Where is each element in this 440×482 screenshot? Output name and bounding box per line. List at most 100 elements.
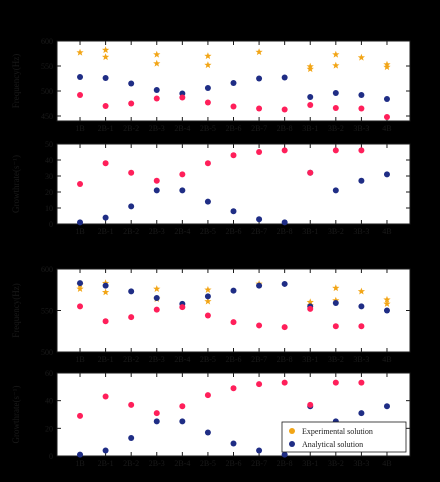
- y-tick-label: 10: [45, 204, 53, 213]
- analytical-point: [179, 418, 186, 425]
- legend-marker-analytical: [289, 441, 295, 447]
- experimental-point: [332, 50, 340, 58]
- x-tick-label: 4B: [382, 459, 391, 468]
- x-tick-label: 2B-2: [123, 227, 139, 236]
- experimental-point: [153, 285, 161, 292]
- y-tick-label: 500: [41, 87, 53, 96]
- analytical-point: [383, 171, 390, 178]
- analytical-point: [77, 412, 84, 419]
- analytical-point: [256, 282, 263, 289]
- y-tick-label: 40: [45, 156, 53, 165]
- x-tick-label: 2B-7: [251, 459, 267, 468]
- y-axis-label: Frequency(Hz): [11, 283, 21, 337]
- analytical-point: [256, 381, 263, 388]
- x-tick-label: 3B-3: [353, 227, 369, 236]
- y-tick-label: 0: [49, 452, 53, 461]
- analytical-point: [230, 440, 237, 447]
- analytical-point: [77, 219, 84, 226]
- analytical-point: [102, 318, 109, 325]
- x-tick-label: 2B-6: [226, 355, 242, 364]
- analytical-point: [358, 105, 365, 112]
- analytical-point: [204, 429, 211, 436]
- analytical-point: [128, 435, 135, 442]
- analytical-point: [307, 401, 314, 408]
- analytical-point: [332, 379, 339, 386]
- analytical-point: [332, 105, 339, 111]
- x-tick-label: 2B-4: [174, 227, 190, 236]
- x-tick-label: 2B-8: [277, 459, 293, 468]
- y-axis-label: Growthrate(s⁻¹): [11, 386, 21, 444]
- analytical-point: [102, 282, 109, 289]
- analytical-point: [332, 90, 339, 96]
- analytical-point: [281, 219, 288, 226]
- analytical-point: [102, 160, 109, 167]
- x-tick-label: 2B-3: [149, 459, 165, 468]
- experimental-point: [383, 300, 391, 307]
- analytical-point: [332, 187, 339, 194]
- analytical-point: [153, 410, 160, 417]
- analytical-point: [230, 287, 237, 294]
- analytical-point: [204, 160, 211, 167]
- x-tick-label: 2B-8: [277, 355, 293, 364]
- analytical-point: [77, 92, 84, 98]
- x-tick-label: 3B-1: [302, 124, 318, 133]
- x-tick-label: 2B-2: [123, 355, 139, 364]
- legend-label: Experimental solution: [302, 427, 373, 436]
- x-tick-label: 3B-2: [328, 124, 344, 133]
- x-tick-label: 2B-1: [98, 124, 114, 133]
- analytical-point: [281, 280, 288, 287]
- chart-panel-1: 450 500 550 600 1B 2B-1 2B-2 2B-3 2B-4 2B-5 2B-6 2B…: [11, 37, 411, 133]
- x-tick-label: 2B-6: [226, 227, 242, 236]
- analytical-point: [358, 410, 365, 417]
- legend-label: Analytical solution: [302, 440, 363, 449]
- experimental-point: [101, 288, 110, 296]
- analytical-point: [128, 401, 135, 408]
- x-tick-label: 2B-3: [149, 124, 165, 133]
- analytical-point: [281, 106, 288, 113]
- x-tick-label: 2B-2: [123, 459, 139, 468]
- analytical-point: [179, 304, 186, 311]
- analytical-point: [332, 300, 339, 307]
- experimental-point: [383, 295, 391, 303]
- analytical-point: [230, 319, 237, 326]
- analytical-point: [281, 324, 288, 331]
- x-tick-label: 2B-6: [226, 459, 242, 468]
- analytical-point: [256, 149, 263, 155]
- x-tick-label: 2B-6: [226, 124, 242, 133]
- x-tick-label: 2B-8: [277, 124, 293, 133]
- y-tick-label: 600: [41, 37, 53, 46]
- experimental-point: [153, 50, 161, 58]
- analytical-point: [281, 379, 288, 386]
- analytical-point: [230, 80, 237, 86]
- analytical-point: [307, 102, 314, 108]
- analytical-point: [204, 85, 211, 91]
- x-tick-label: 2B-1: [98, 227, 114, 236]
- analytical-point: [307, 169, 314, 176]
- y-axis-label: Growthrate(s⁻¹): [11, 155, 21, 213]
- experimental-point: [76, 48, 84, 56]
- analytical-point: [179, 94, 186, 101]
- x-tick-label: 3B-3: [353, 459, 369, 468]
- analytical-point: [179, 187, 186, 194]
- y-tick-label: 20: [45, 424, 53, 433]
- x-tick-label: 3B-2: [328, 227, 344, 236]
- analytical-point: [256, 216, 263, 223]
- chart-panel-4: 0 20 40 60 1B 2B-1 2B-2 2B-3 2B-4 2B-5 2B-6 2B-7 2B-…: [11, 369, 411, 468]
- experimental-point: [204, 297, 212, 305]
- analytical-point: [179, 403, 186, 410]
- analytical-point: [358, 147, 365, 154]
- x-tick-label: 1B: [75, 227, 84, 236]
- x-tick-label: 2B-8: [277, 227, 293, 236]
- experimental-point: [383, 63, 391, 71]
- y-tick-label: 500: [41, 348, 53, 357]
- analytical-point: [383, 114, 390, 120]
- experimental-point: [204, 61, 212, 69]
- y-tick-label: 50: [45, 140, 53, 149]
- experimental-point: [255, 48, 263, 56]
- analytical-point: [204, 99, 211, 106]
- y-tick-label: 550: [41, 307, 53, 316]
- analytical-point: [153, 87, 160, 93]
- analytical-point: [128, 288, 135, 295]
- analytical-point: [281, 74, 288, 81]
- chart-panel-3: 500 550 600 1B 2B-1 2B-2 2B-3 2B-4 2B-5 2B-6 2B-7 2…: [11, 265, 411, 364]
